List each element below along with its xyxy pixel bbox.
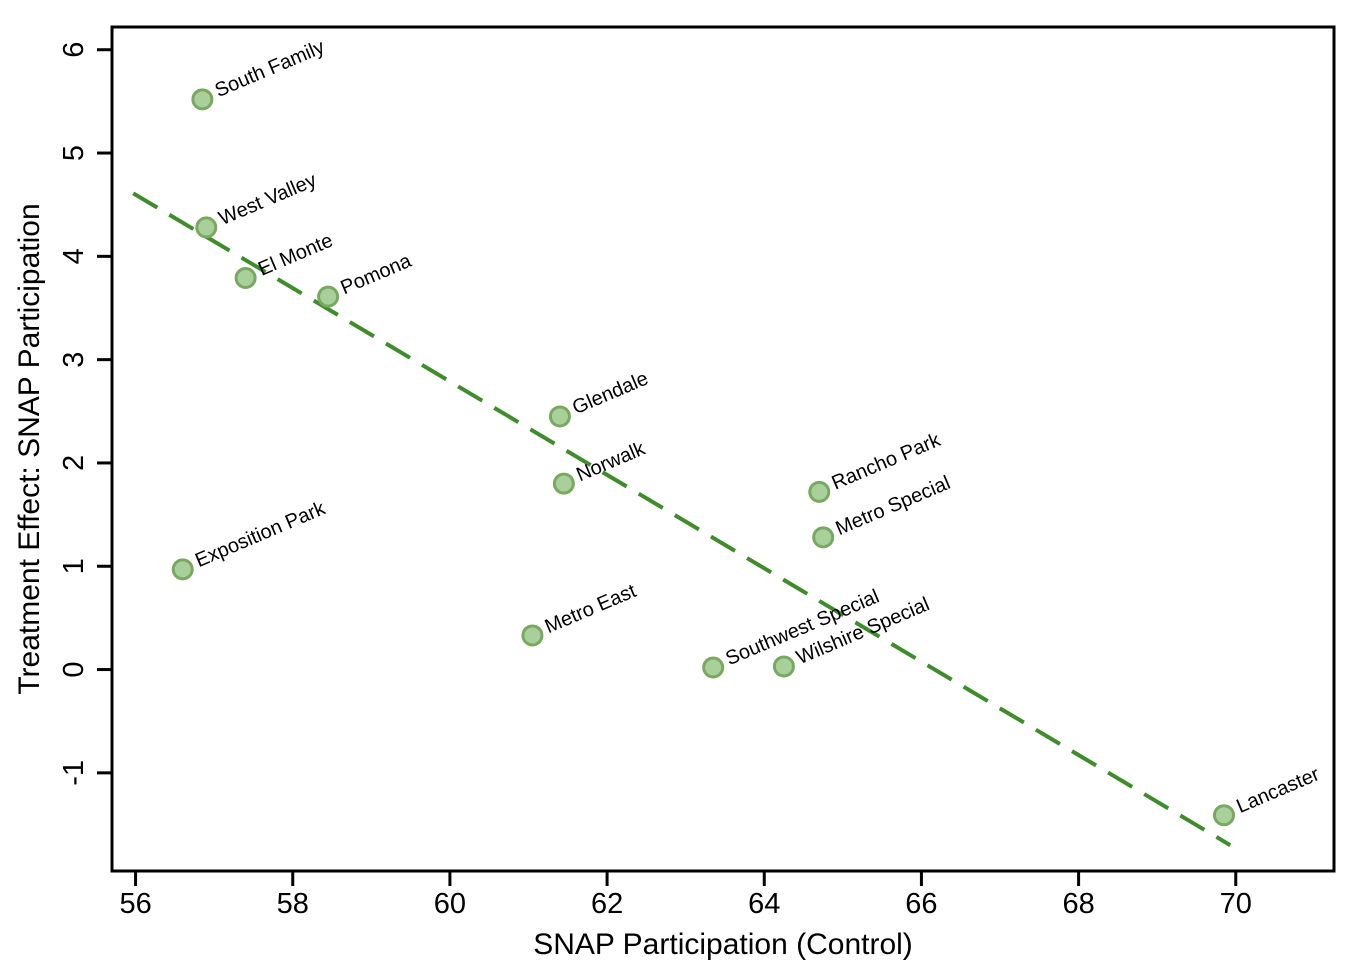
y-tick-label: 5 bbox=[58, 145, 90, 161]
y-axis-title: Treatment Effect: SNAP Participation bbox=[13, 203, 46, 695]
x-tick-label: 56 bbox=[119, 888, 151, 920]
x-tick-label: 68 bbox=[1062, 888, 1094, 920]
plot-border bbox=[110, 25, 1336, 873]
data-point-el-monte bbox=[234, 267, 257, 290]
data-point-label-west-valley: West Valley bbox=[216, 169, 320, 230]
y-tick-label: 1 bbox=[58, 558, 90, 574]
data-point-west-valley bbox=[195, 216, 218, 239]
data-point-lancaster bbox=[1212, 804, 1235, 827]
y-tick-label: 0 bbox=[58, 661, 90, 677]
data-point-label-glendale: Glendale bbox=[569, 368, 651, 420]
x-tick-label: 62 bbox=[591, 888, 623, 920]
x-axis-title: SNAP Participation (Control) bbox=[533, 928, 913, 961]
data-point-label-south-family: South Family bbox=[212, 36, 328, 102]
data-point-label-el-monte: El Monte bbox=[255, 230, 336, 281]
y-tick-label: 3 bbox=[58, 352, 90, 368]
data-point-metro-east bbox=[521, 624, 544, 647]
data-point-south-family bbox=[191, 88, 214, 111]
data-point-glendale bbox=[548, 405, 571, 428]
data-point-exposition-park bbox=[171, 558, 194, 581]
x-tick-label: 70 bbox=[1220, 888, 1252, 920]
x-tick-label: 60 bbox=[434, 888, 466, 920]
data-point-norwalk bbox=[552, 472, 575, 495]
data-point-metro-special bbox=[812, 526, 835, 549]
data-point-label-lancaster: Lancaster bbox=[1233, 763, 1323, 818]
x-tick-label: 66 bbox=[905, 888, 937, 920]
data-point-label-pomona: Pomona bbox=[337, 250, 415, 300]
x-tick-label: 58 bbox=[277, 888, 309, 920]
data-point-label-metro-east: Metro East bbox=[542, 580, 640, 638]
y-tick-label: 6 bbox=[58, 42, 90, 58]
data-point-wilshire-special bbox=[772, 655, 795, 678]
y-tick-label: 2 bbox=[58, 455, 90, 471]
data-point-southwest-special bbox=[702, 656, 725, 679]
data-point-rancho-park bbox=[808, 480, 831, 503]
y-tick-label: 4 bbox=[58, 248, 90, 264]
data-point-pomona bbox=[317, 285, 340, 308]
data-point-label-exposition-park: Exposition Park bbox=[192, 497, 329, 572]
x-tick-label: 64 bbox=[748, 888, 780, 920]
trend-line bbox=[132, 191, 1232, 847]
y-tick-label: -1 bbox=[58, 760, 90, 786]
